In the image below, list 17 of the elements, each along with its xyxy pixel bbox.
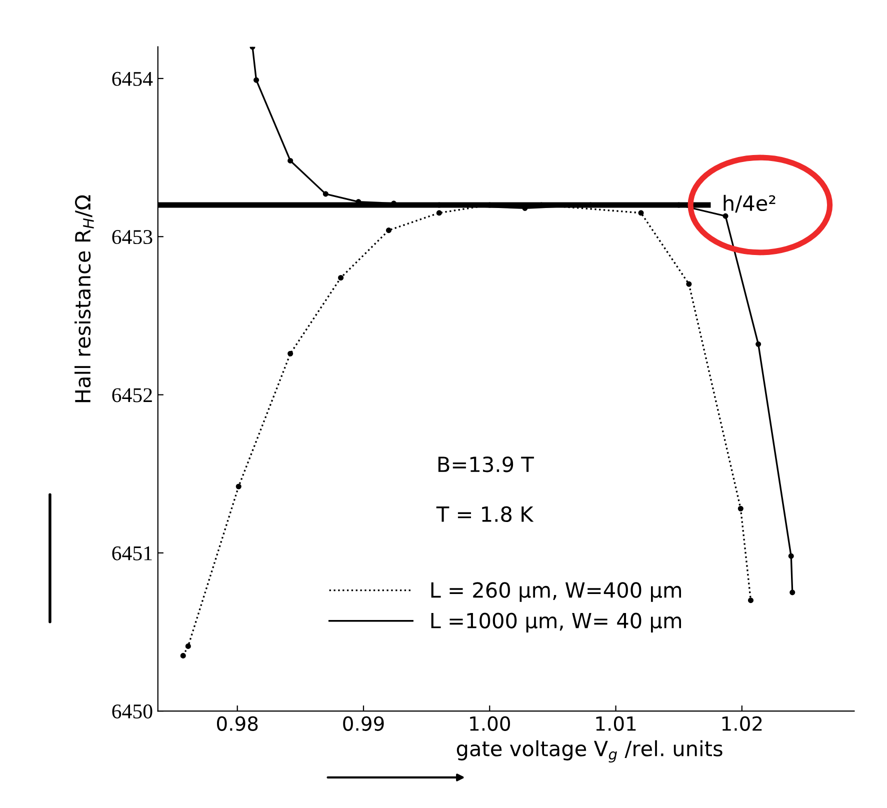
annotation: B=13.9 T: [438, 456, 534, 472]
x-tick-label: 0.98: [216, 716, 258, 731]
x-axis-title: gate voltage V$_{g}$ /rel. units: [456, 740, 722, 763]
y-tick-label: 6454: [112, 72, 153, 86]
x-tick-label: 0.99: [343, 716, 384, 731]
x-tick-label: 1.01: [596, 716, 636, 731]
y-tick-label: 6452: [112, 388, 152, 402]
annotation: T = 1.8 K: [436, 506, 534, 522]
y-axis-title: Hall resistance R$_{H}$/Ω: [74, 195, 94, 402]
y-tick-label: 6453: [112, 230, 152, 244]
ref-line-label: h/4e²: [724, 194, 776, 213]
legend-label: L = 260 µm, W=400 µm: [431, 582, 682, 602]
y-tick-label: 6451: [112, 546, 152, 560]
x-tick-label: 1.00: [470, 716, 510, 731]
legend-label: L =1000 µm, W= 40 µm: [431, 612, 682, 633]
y-tick-label: 6450: [112, 704, 152, 718]
x-tick-label: 1.02: [722, 716, 762, 731]
